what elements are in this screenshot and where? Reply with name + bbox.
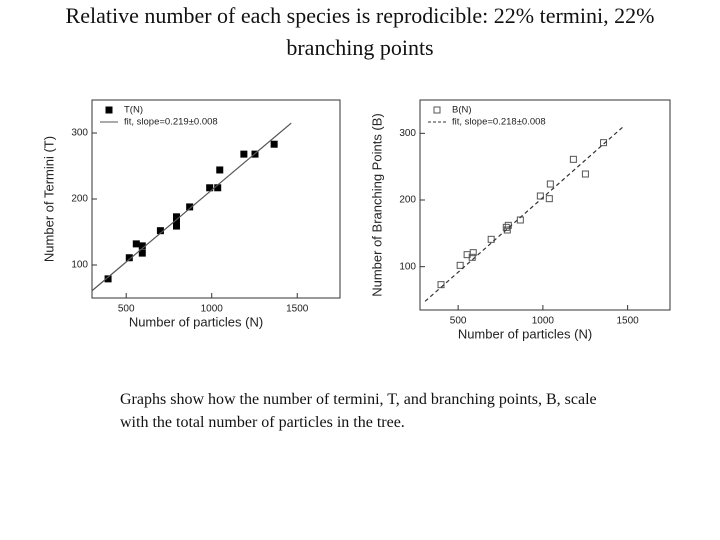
x-tick-label: 500 [118,304,135,315]
data-point [581,170,589,178]
x-axis-label: Number of particles (N) [129,314,263,329]
y-axis-label: Number of Branching Points (B) [369,113,384,297]
plot-frame [91,99,341,299]
data-point [240,150,248,158]
data-point [546,180,554,188]
x-axis-label: Number of particles (N) [458,326,592,341]
data-point [186,203,194,211]
plot-frame [419,99,671,311]
data-point [569,155,577,163]
fit-line [91,122,292,292]
legend-label: T(N) [124,105,143,116]
charts: 500 1000 1500 100 200 300 Number of particles … [41,99,671,341]
data-point [172,222,180,230]
y-tick-label: 300 [71,128,88,139]
x-tick-label: 1500 [617,316,640,327]
x-tick-label: 1500 [286,304,309,315]
y-tick-label: 200 [399,195,416,206]
data-point [125,254,133,262]
legend-marker [105,106,113,114]
x-tick-label: 1000 [532,316,555,327]
legend-label: fit, slope=0.219±0.008 [124,117,218,128]
data-point [270,140,278,148]
x-tick-label: 1000 [201,304,224,315]
y-axis-label: Number of Termini (T) [41,136,56,262]
data-point [487,235,495,243]
data-point [456,261,464,269]
slide-title: Relative number of each species is repro… [65,3,655,60]
data-point [216,166,224,174]
caption: Graphs show how the number of termini, T… [120,391,597,431]
data-point [206,184,214,192]
data-point [503,226,511,234]
legend-label: fit, slope=0.218±0.008 [452,117,546,128]
data-point [132,240,140,248]
fit-line [424,126,623,302]
data-point [104,275,112,283]
data-point [437,281,445,289]
x-tick-label: 500 [450,316,467,327]
y-tick-label: 300 [399,128,416,139]
y-tick-label: 100 [71,260,88,271]
data-point [138,249,146,257]
legend-marker [433,106,441,114]
y-tick-label: 100 [399,261,416,272]
chart: 500 1000 1500 100 200 300 Number of particles … [369,99,671,341]
data-point [469,249,477,257]
data-point [545,195,553,203]
legend-label: B(N) [452,105,472,116]
chart: 500 1000 1500 100 200 300 Number of particles … [41,99,341,329]
data-point [600,139,608,147]
y-tick-label: 200 [71,194,88,205]
